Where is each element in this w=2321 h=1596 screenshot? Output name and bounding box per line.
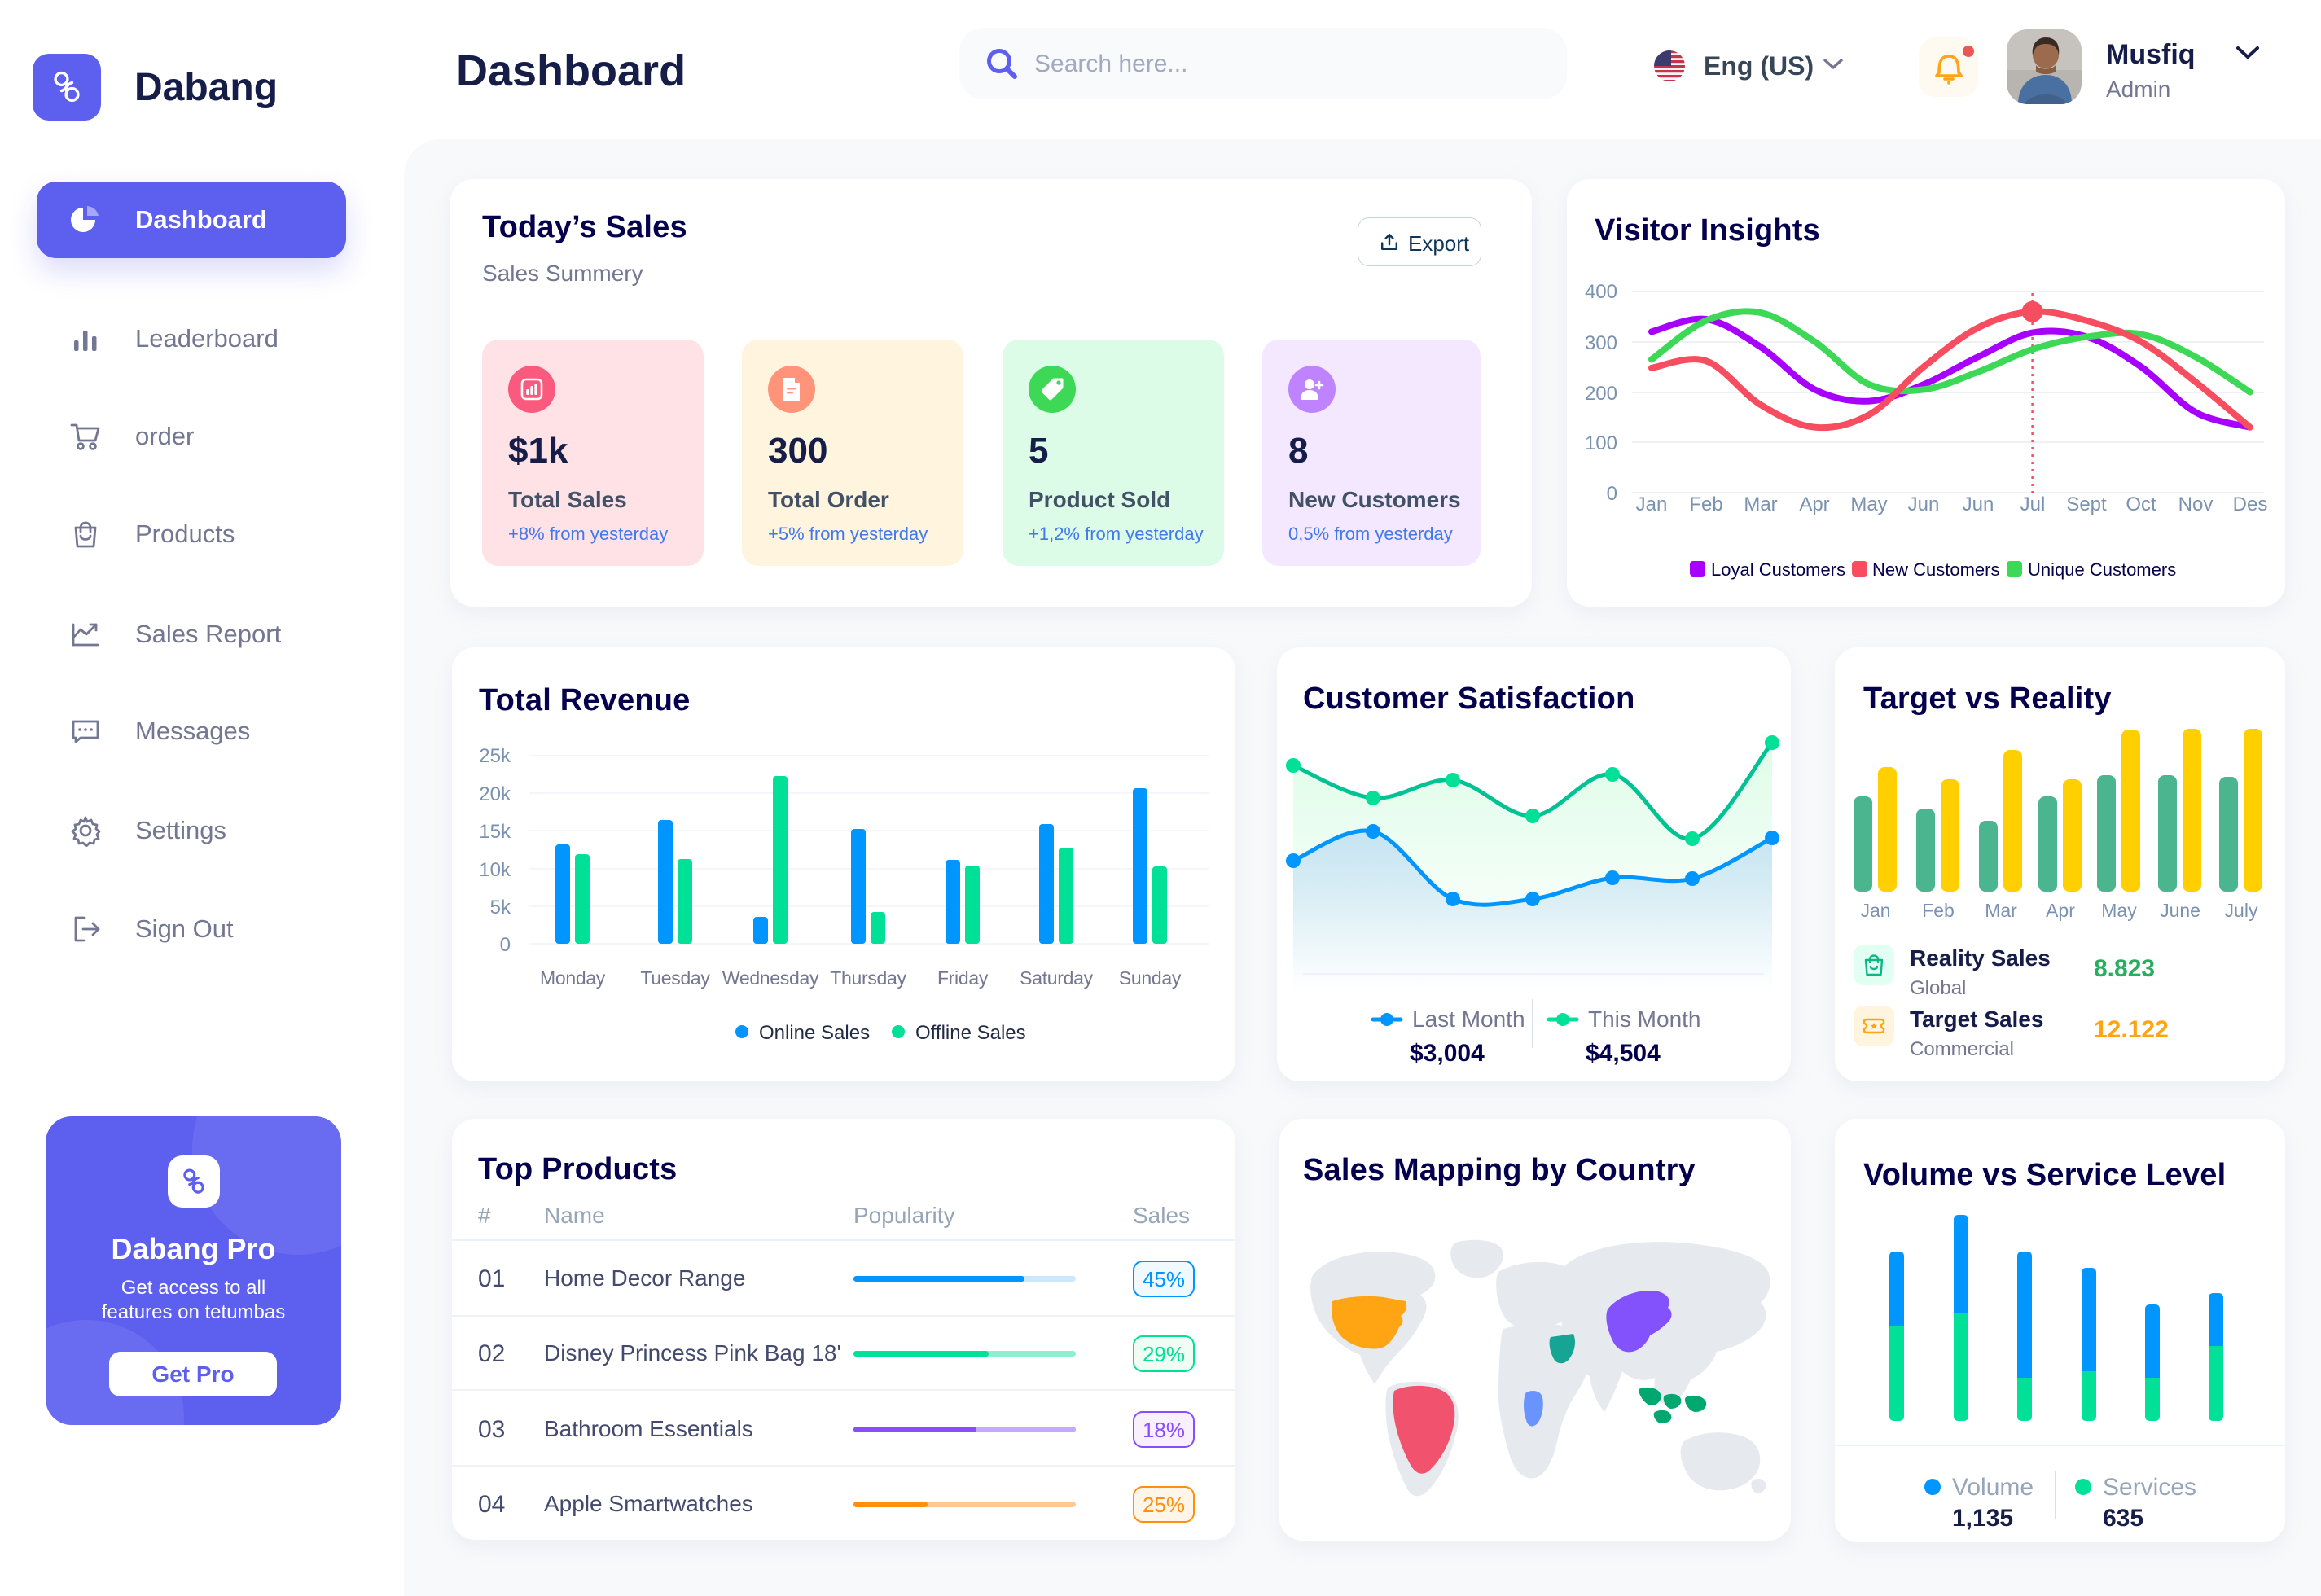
svg-text:Mar: Mar [1744,493,1777,515]
svg-text:5k: 5k [490,897,511,919]
svg-text:25k: 25k [479,745,511,767]
svg-text:1,135: 1,135 [1952,1505,2013,1532]
svg-text:Sept: Sept [2066,493,2107,515]
svg-text:10k: 10k [479,859,511,881]
svg-text:Services: Services [2103,1474,2196,1501]
svg-text:July: July [2225,900,2258,921]
svg-text:Tuesday: Tuesday [640,967,710,989]
svg-text:Jan: Jan [1636,493,1668,515]
svg-text:Unique Customers: Unique Customers [2028,559,2176,580]
svg-text:Mar: Mar [1985,900,2017,921]
svg-text:Thursday: Thursday [830,967,906,989]
svg-text:300: 300 [1585,332,1617,354]
svg-text:100: 100 [1585,432,1617,454]
svg-text:Saturday: Saturday [1020,967,1093,989]
svg-text:This Month: This Month [1588,1006,1701,1032]
svg-text:Loyal Customers: Loyal Customers [1711,559,1845,580]
svg-text:Volume: Volume [1952,1474,2034,1501]
svg-text:Wednesday: Wednesday [722,967,819,989]
svg-text:Jun: Jun [1908,493,1940,515]
svg-text:200: 200 [1585,383,1617,405]
svg-text:Jan: Jan [1860,900,1890,921]
svg-text:Jul: Jul [2020,493,2046,515]
svg-text:20k: 20k [479,783,511,805]
svg-text:May: May [1850,493,1887,515]
svg-text:0: 0 [1607,483,1617,505]
svg-text:Offline Sales: Offline Sales [915,1022,1026,1044]
svg-text:May: May [2101,900,2137,921]
svg-text:Online Sales: Online Sales [759,1022,870,1044]
svg-text:$3,004: $3,004 [1410,1040,1485,1067]
svg-text:400: 400 [1585,281,1617,303]
svg-text:Oct: Oct [2126,493,2156,515]
svg-text:Jun: Jun [1963,493,1994,515]
svg-text:Sunday: Sunday [1119,967,1182,989]
svg-text:15k: 15k [479,821,511,843]
svg-text:Friday: Friday [937,967,989,989]
svg-text:Des: Des [2233,493,2268,515]
svg-text:Last Month: Last Month [1412,1006,1525,1032]
svg-text:0: 0 [500,934,511,956]
svg-text:Apr: Apr [1799,493,1829,515]
svg-text:Monday: Monday [540,967,606,989]
svg-text:635: 635 [2103,1505,2143,1532]
svg-text:Feb: Feb [1689,493,1722,515]
svg-text:New Customers: New Customers [1872,559,1999,580]
svg-text:Nov: Nov [2178,493,2214,515]
svg-text:Feb: Feb [1922,900,1955,921]
svg-text:June: June [2160,900,2200,921]
svg-text:Apr: Apr [2046,900,2075,921]
svg-text:$4,504: $4,504 [1586,1040,1661,1067]
